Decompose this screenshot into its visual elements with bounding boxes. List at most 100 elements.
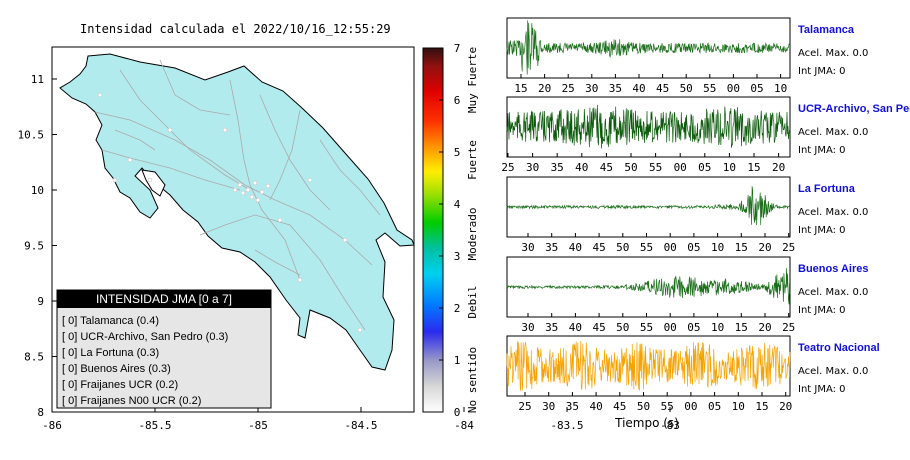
seismogram-tick-label: 20 — [758, 321, 771, 334]
colorbar-tick-label: 4 — [454, 198, 461, 211]
seismogram-tick-label: 35 — [609, 82, 622, 95]
seismogram-panel: 25 30 35 40 45 50 55 00 05 10 15 20 Teatro Nacional A… — [506, 335, 880, 413]
colorbar-category-label: Debil — [466, 285, 479, 318]
seismogram-tick-label: 40 — [589, 400, 602, 413]
seismogram-panel: 15 20 25 30 35 40 45 50 55 00 05 10 Talamanca Acel. M… — [506, 17, 868, 95]
seismogram-tick-label: 40 — [569, 321, 582, 334]
seismogram-tick-label: 40 — [575, 161, 588, 174]
legend-item: [ 0] La Fortuna (0.3) — [62, 347, 159, 359]
seismogram-tick-label: 25 — [518, 400, 531, 413]
seismogram-tick-label: 25 — [562, 82, 575, 95]
colorbar-category-label: Muy Fuerte — [466, 47, 479, 113]
map-x-tick-label: -86 — [42, 419, 62, 432]
seismogram-waveform — [506, 20, 791, 75]
seismogram-tick-label: 00 — [674, 161, 687, 174]
time-axis-label: Tiempo (s) — [614, 416, 679, 430]
map-x-tick-label: -85 — [248, 419, 268, 432]
seismogram-tick-label: 45 — [592, 321, 605, 334]
gulf-nicoya — [141, 169, 166, 197]
seismogram-tick-label: 15 — [747, 161, 760, 174]
legend-header: INTENSIDAD JMA [0 a 7] — [96, 292, 232, 306]
seismogram-tick-label: 50 — [616, 241, 629, 254]
station-accel: Acel. Max. 0.0 — [798, 48, 868, 59]
seismogram-waveform — [506, 186, 791, 226]
seismogram-tick-label: 35 — [545, 321, 558, 334]
seismogram-tick-label: 25 — [501, 161, 514, 174]
station-accel: Acel. Max. 0.0 — [798, 366, 868, 377]
seismogram-tick-label: 15 — [735, 321, 748, 334]
seismogram-tick-label: 55 — [661, 400, 674, 413]
seismogram-tick-label: 15 — [755, 400, 768, 413]
intensity-colorbar: 0 1 2 3 4 5 6 7 No sentido Debil Moderado Fuerte Mu… — [422, 42, 479, 419]
station-accel: Acel. Max. 0.0 — [798, 127, 868, 138]
seismogram-tick-label: 45 — [613, 400, 626, 413]
seismogram-tick-label: 25 — [782, 241, 795, 254]
seismogram-tick-label: 10 — [723, 161, 736, 174]
colorbar-tick-label: 7 — [454, 42, 461, 55]
seismogram-tick-label: 05 — [687, 241, 700, 254]
map-y-tick-label: 10 — [31, 184, 44, 197]
seismogram-tick-label: 30 — [526, 161, 539, 174]
seismogram-tick-label: 05 — [698, 161, 711, 174]
seismogram-tick-label: 40 — [569, 241, 582, 254]
seismogram-panels: 15 20 25 30 35 40 45 50 55 00 05 10 Talamanca Acel. M… — [501, 17, 910, 413]
map-x-tick-label: -85.5 — [138, 419, 171, 432]
seismogram-tick-label: 10 — [711, 241, 724, 254]
seismogram-tick-label: 10 — [711, 321, 724, 334]
intensity-legend: INTENSIDAD JMA [0 a 7] [ 0] Talamanca (0… — [56, 289, 272, 409]
station-name: UCR-Archivo, San Pedro — [798, 103, 910, 115]
seismogram-tick-label: 55 — [649, 161, 662, 174]
seismogram-tick-label: 55 — [640, 321, 653, 334]
map-title: Intensidad calculada el 2022/10/16_12:55… — [80, 22, 391, 36]
seismogram-tick-label: 00 — [684, 400, 697, 413]
station-intensity: Int JMA: 0 — [798, 225, 846, 236]
seismogram-tick-label: 00 — [727, 82, 740, 95]
map-y-tick-label: 9 — [37, 295, 44, 308]
colorbar-tick-label: 5 — [454, 146, 461, 159]
seismogram-tick-label: 10 — [774, 82, 787, 95]
legend-item: [ 0] Fraijanes N00 UCR (0.2) — [62, 395, 201, 407]
seismogram-tick-label: 45 — [656, 82, 669, 95]
station-intensity: Int JMA: 0 — [798, 384, 846, 395]
seismogram-tick-label: 00 — [664, 241, 677, 254]
seismogram-tick-label: 20 — [538, 82, 551, 95]
legend-item: [ 0] Buenos Aires (0.3) — [62, 363, 171, 375]
seismogram-panel: 25 30 35 40 45 50 55 00 05 10 15 20 UCR-Archivo, San… — [501, 96, 910, 174]
seismogram-tick-label: 15 — [735, 241, 748, 254]
station-intensity: Int JMA: 0 — [798, 66, 846, 77]
seismogram-tick-label: 05 — [708, 400, 721, 413]
station-name: La Fortuna — [798, 183, 856, 195]
station-intensity: Int JMA: 0 — [798, 305, 846, 316]
seismogram-tick-label: 35 — [551, 161, 564, 174]
seismogram-tick-label: 30 — [521, 241, 534, 254]
seismogram-tick-label: 30 — [521, 321, 534, 334]
colorbar-tick-label: 0 — [454, 406, 461, 419]
map-x-tick-label: -84.5 — [344, 419, 377, 432]
seismogram-tick-label: 55 — [640, 241, 653, 254]
map-x-tick-label: -83 — [660, 419, 680, 432]
colorbar-tick-label: 2 — [454, 302, 461, 315]
seismogram-waveform — [506, 340, 791, 391]
colorbar-tick-label: 1 — [454, 354, 461, 367]
seismogram-panel: 30 35 40 45 50 55 00 05 10 15 20 25 La Fortuna Acel. … — [506, 176, 868, 254]
seismogram-tick-label: 25 — [782, 321, 795, 334]
station-name: Talamanca — [798, 24, 855, 36]
city-markers — [97, 92, 363, 333]
seismogram-tick-label: 00 — [664, 321, 677, 334]
seismogram-waveform — [506, 268, 791, 305]
map-y-tick-label: 8.5 — [24, 351, 44, 364]
seismogram-tick-label: 50 — [680, 82, 693, 95]
seismogram-tick-label: 45 — [592, 241, 605, 254]
seismogram-tick-label: 50 — [624, 161, 637, 174]
seismogram-tick-label: 15 — [514, 82, 527, 95]
road-network — [94, 59, 381, 331]
station-name: Teatro Nacional — [798, 342, 880, 354]
seismogram-tick-label: 30 — [542, 400, 555, 413]
station-accel: Acel. Max. 0.0 — [798, 287, 868, 298]
map-x-tick-label: -83.5 — [550, 419, 583, 432]
seismogram-tick-label: 20 — [779, 400, 792, 413]
seismogram-frame — [506, 176, 791, 238]
legend-item: [ 0] UCR-Archivo, San Pedro (0.3) — [62, 331, 228, 343]
seismogram-panel: 30 35 40 45 50 55 00 05 10 15 20 25 Buenos Aires Acel… — [506, 256, 869, 334]
colorbar-category-label: No sentido — [466, 347, 479, 413]
